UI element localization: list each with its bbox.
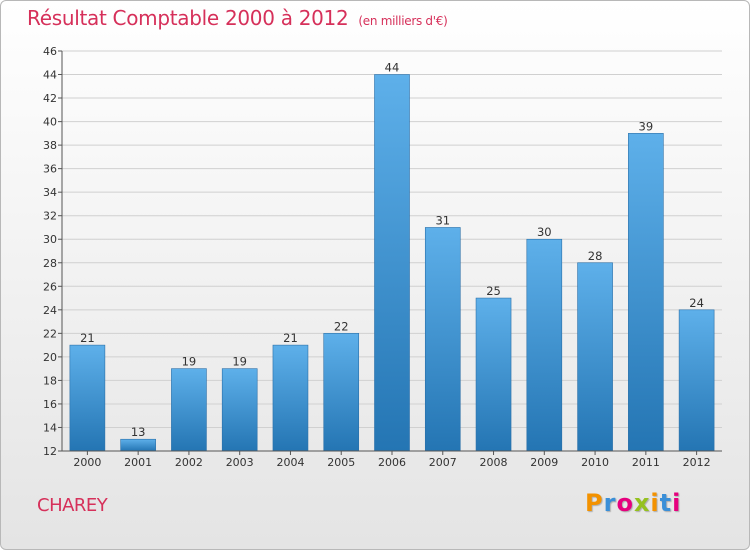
y-tick-label-32: 32	[43, 210, 57, 223]
x-tick-label-2009: 2009	[530, 456, 558, 469]
logo-letter-5: t	[659, 489, 673, 517]
y-tick-label-16: 16	[43, 398, 57, 411]
y-tick-label-12: 12	[43, 445, 57, 458]
bar-2007	[424, 227, 461, 452]
y-tick-label-44: 44	[43, 69, 57, 82]
y-tick-label-34: 34	[43, 186, 57, 199]
x-tick-label-2006: 2006	[378, 456, 406, 469]
x-axis: 2000 2001 2002 2003 2004 2005 2006 2007 2008 2009…	[62, 450, 722, 469]
bars	[69, 74, 715, 452]
logo-letter-4: i	[650, 489, 660, 517]
data-label-2012: 24	[689, 296, 704, 310]
y-tick-label-20: 20	[43, 351, 57, 364]
bar-2011	[628, 133, 664, 452]
logo-letter-6: i	[672, 489, 682, 517]
x-tick-label-2001: 2001	[124, 456, 152, 469]
x-tick-label-2010: 2010	[581, 456, 609, 469]
bar-2008	[475, 297, 512, 452]
x-tick-label-2012: 2012	[683, 456, 711, 469]
data-label-2003: 19	[232, 355, 247, 369]
bar-2003	[221, 368, 258, 452]
bar-2009	[526, 238, 563, 452]
y-tick-label-40: 40	[43, 116, 57, 129]
data-label-2007: 31	[435, 213, 450, 227]
commune-name: CHAREY	[37, 495, 108, 516]
y-tick-label-38: 38	[43, 139, 57, 152]
data-label-2005: 22	[334, 319, 349, 333]
x-tick-label-2008: 2008	[480, 456, 508, 469]
chart-title: Résultat Comptable 2000 à 2012 (en millie…	[27, 6, 448, 30]
bar-2012	[678, 309, 715, 452]
y-tick-label-36: 36	[43, 163, 57, 176]
y-tick-label-24: 24	[43, 304, 57, 317]
y-tick-label-26: 26	[43, 280, 57, 293]
proxiti-logo: Proxiti	[585, 489, 681, 517]
x-tick-label-2000: 2000	[73, 456, 101, 469]
x-tick-label-2003: 2003	[226, 456, 254, 469]
data-label-2009: 30	[537, 225, 552, 239]
data-label-2008: 25	[486, 284, 501, 298]
data-label-2010: 28	[588, 249, 603, 263]
bar-2006	[374, 74, 410, 452]
chart-title-text: Résultat Comptable 2000 à 2012	[27, 6, 349, 30]
logo-letter-3: x	[633, 489, 651, 517]
x-tick-label-2005: 2005	[327, 456, 355, 469]
data-labels: 21 13 19 19 21 22 44 31 25 30 28 39 24	[80, 61, 704, 440]
y-tick-label-46: 46	[43, 45, 57, 58]
x-tick-label-2002: 2002	[175, 456, 203, 469]
data-label-2004: 21	[283, 331, 298, 345]
y-axis: 12 14 16 18 20 22 24 26 28 30 32 34 36 38 40 42 44 46	[43, 45, 63, 458]
bar-2001	[120, 438, 156, 452]
bar-2000	[69, 344, 106, 452]
bar-2010	[577, 262, 613, 452]
data-label-2001: 13	[131, 425, 146, 439]
y-tick-label-42: 42	[43, 92, 57, 105]
x-tick-label-2004: 2004	[276, 456, 304, 469]
y-tick-label-14: 14	[43, 421, 57, 434]
y-tick-label-18: 18	[43, 374, 57, 387]
data-label-2006: 44	[385, 61, 400, 75]
x-tick-label-2011: 2011	[632, 456, 660, 469]
data-label-2011: 39	[639, 119, 654, 133]
data-label-2002: 19	[182, 355, 197, 369]
bar-2004	[272, 344, 309, 452]
chart-subtitle: (en milliers d'€)	[358, 14, 448, 28]
logo-letter-0: P	[585, 489, 604, 517]
bar-2002	[171, 368, 207, 452]
logo-letter-2: o	[616, 489, 634, 517]
data-label-2000: 21	[80, 331, 95, 345]
y-tick-label-28: 28	[43, 257, 57, 270]
logo-letter-1: r	[603, 489, 617, 517]
bar-2005	[323, 333, 360, 452]
y-tick-label-22: 22	[43, 327, 57, 340]
y-tick-label-30: 30	[43, 233, 57, 246]
x-tick-label-2007: 2007	[429, 456, 457, 469]
